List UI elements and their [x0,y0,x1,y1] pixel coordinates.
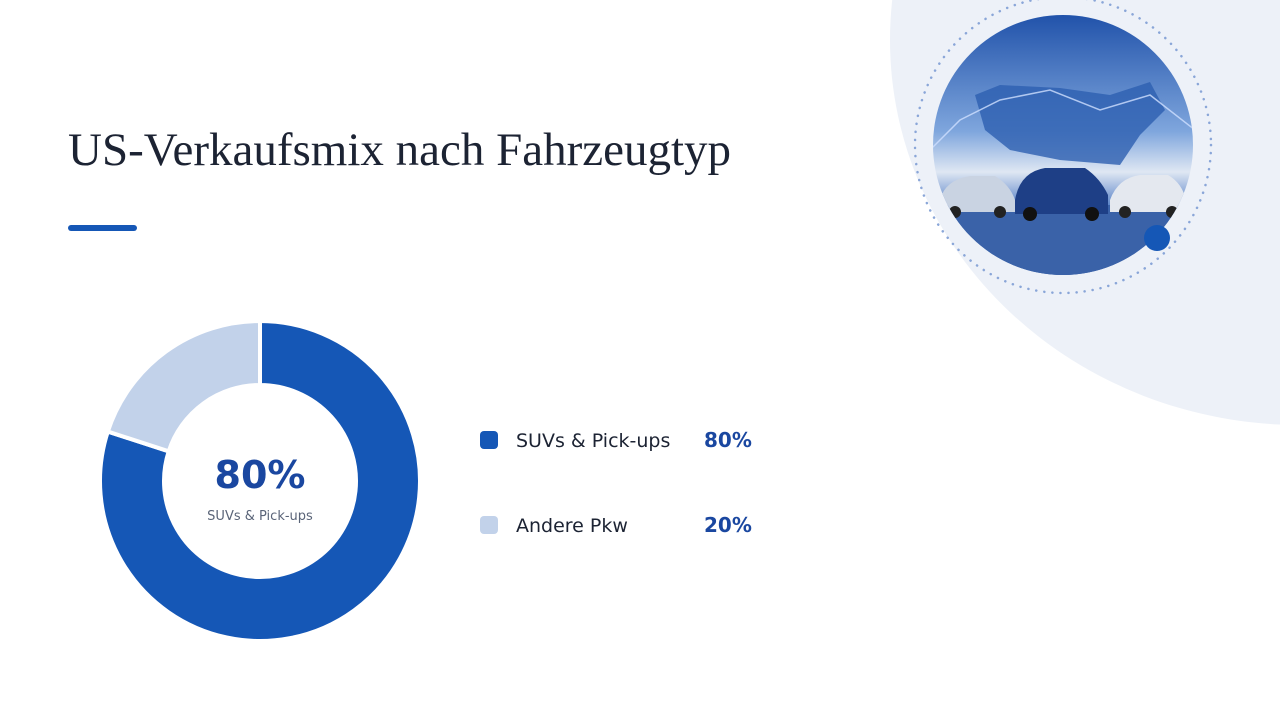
donut-chart: 80% SUVs & Pick-ups [98,318,422,643]
accent-dot [1144,225,1170,251]
legend: SUVs & Pick-ups 80% Andere Pkw 20% [480,428,752,537]
center-value: 80% [215,453,306,497]
legend-value: 80% [704,428,752,452]
legend-swatch [480,516,498,534]
center-label: SUVs & Pick-ups [207,509,313,524]
legend-label: Andere Pkw [516,515,628,537]
legend-label: SUVs & Pick-ups [516,430,670,452]
legend-value: 20% [704,513,752,537]
donut-segment [98,318,422,643]
dotted-ring [913,0,1213,295]
donut-segment [105,318,262,454]
title-underline [68,225,137,231]
legend-swatch [480,431,498,449]
chart-title: US-Verkaufsmix nach Fahrzeugtyp [68,124,731,176]
